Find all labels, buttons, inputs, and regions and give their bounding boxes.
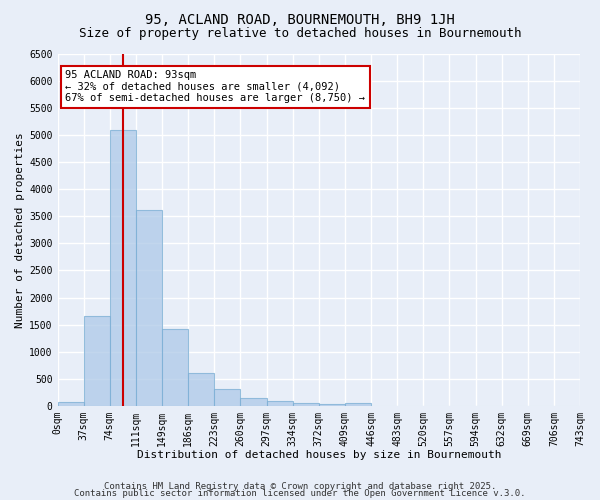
Bar xyxy=(266,402,293,406)
Bar xyxy=(345,402,371,406)
Bar xyxy=(188,374,214,406)
Y-axis label: Number of detached properties: Number of detached properties xyxy=(15,132,25,328)
Text: 95, ACLAND ROAD, BOURNEMOUTH, BH9 1JH: 95, ACLAND ROAD, BOURNEMOUTH, BH9 1JH xyxy=(145,12,455,26)
Bar xyxy=(319,404,345,406)
Bar xyxy=(110,130,136,406)
Bar xyxy=(241,398,266,406)
Bar xyxy=(293,402,319,406)
Bar xyxy=(136,210,162,406)
X-axis label: Distribution of detached houses by size in Bournemouth: Distribution of detached houses by size … xyxy=(137,450,501,460)
Text: Contains HM Land Registry data © Crown copyright and database right 2025.: Contains HM Land Registry data © Crown c… xyxy=(104,482,496,491)
Bar xyxy=(58,402,83,406)
Bar xyxy=(162,329,188,406)
Bar xyxy=(83,316,110,406)
Text: 95 ACLAND ROAD: 93sqm
← 32% of detached houses are smaller (4,092)
67% of semi-d: 95 ACLAND ROAD: 93sqm ← 32% of detached … xyxy=(65,70,365,103)
Bar xyxy=(214,390,241,406)
Text: Size of property relative to detached houses in Bournemouth: Size of property relative to detached ho… xyxy=(79,28,521,40)
Text: Contains public sector information licensed under the Open Government Licence v.: Contains public sector information licen… xyxy=(74,490,526,498)
